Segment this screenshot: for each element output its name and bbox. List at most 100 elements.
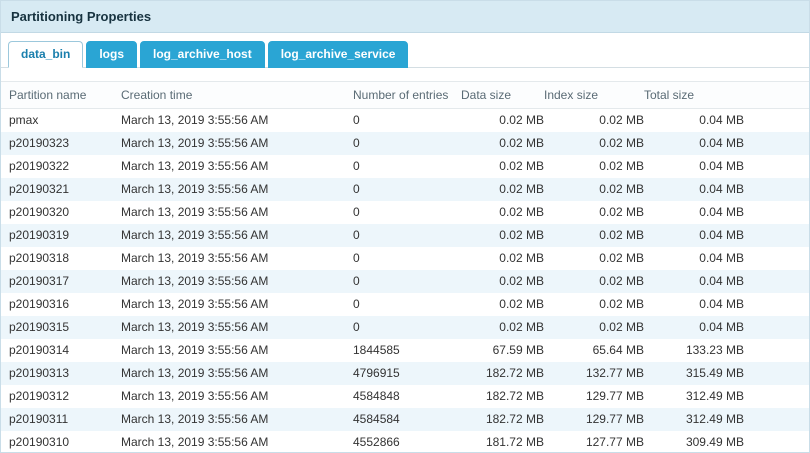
table-cell: 0.02 MB bbox=[499, 159, 544, 173]
table-cell: 4552866 bbox=[353, 435, 400, 449]
table-cell: 0 bbox=[353, 297, 360, 311]
table-cell: 0 bbox=[353, 159, 360, 173]
table-cell: p20190314 bbox=[9, 343, 70, 357]
table-cell: 182.72 MB bbox=[485, 412, 544, 426]
table-cell: 4796915 bbox=[353, 366, 400, 380]
partition-table-body: pmax March 13, 2019 3:55:56 AM 0 0.02 MB 0.0… bbox=[1, 109, 809, 453]
table-cell: 0.02 MB bbox=[499, 205, 544, 219]
table-row: p20190315 March 13, 2019 3:55:56 AM 0 0.02 … bbox=[1, 315, 809, 339]
table-cell: 182.72 MB bbox=[485, 366, 544, 380]
table-cell: 0.02 MB bbox=[499, 228, 544, 242]
table-cell: 0.02 MB bbox=[599, 136, 644, 150]
tab-log_archive_service[interactable]: log_archive_service bbox=[267, 41, 409, 68]
table-cell: March 13, 2019 3:55:56 AM bbox=[121, 113, 269, 128]
table-cell: 0.02 MB bbox=[599, 205, 644, 219]
table-cell: March 13, 2019 3:55:56 AM bbox=[121, 182, 269, 196]
table-cell: 0.02 MB bbox=[599, 251, 644, 265]
table-cell: 0.02 MB bbox=[499, 251, 544, 265]
table-cell: 4584584 bbox=[353, 412, 400, 426]
table-cell: 4584848 bbox=[353, 389, 400, 403]
table-cell: 0.02 MB bbox=[599, 228, 644, 242]
table-cell: 0.04 MB bbox=[699, 297, 744, 311]
table-row: p20190316 March 13, 2019 3:55:56 AM 0 0.02 … bbox=[1, 293, 809, 316]
column-header: Total size bbox=[644, 81, 809, 109]
table-header-row: Partition name Creation time Number of ent… bbox=[1, 81, 809, 109]
column-header: Index size bbox=[544, 81, 644, 109]
table-cell: 0 bbox=[353, 274, 360, 288]
table-cell: 133.23 MB bbox=[685, 343, 744, 357]
table-cell: p20190317 bbox=[9, 274, 70, 288]
table-cell: 181.72 MB bbox=[485, 435, 544, 449]
table-cell: 309.49 MB bbox=[685, 435, 744, 449]
table-cell: p20190313 bbox=[9, 366, 70, 380]
table-cell: p20190320 bbox=[9, 205, 70, 219]
table-cell: 0.02 MB bbox=[499, 113, 544, 128]
tab-log_archive_host[interactable]: log_archive_host bbox=[140, 41, 265, 68]
table-cell: 0.04 MB bbox=[699, 251, 744, 265]
table-cell: 315.49 MB bbox=[685, 366, 744, 380]
table-row: p20190312 March 13, 2019 3:55:56 AM 458484… bbox=[1, 385, 809, 408]
table-cell: March 13, 2019 3:55:56 AM bbox=[121, 412, 269, 426]
table-cell: 0.04 MB bbox=[699, 320, 744, 334]
table-row: p20190321 March 13, 2019 3:55:56 AM 0 0.02 … bbox=[1, 177, 809, 201]
column-header: Data size bbox=[461, 81, 544, 109]
table-cell: 67.59 MB bbox=[492, 343, 544, 357]
table-cell: 0.02 MB bbox=[599, 159, 644, 173]
table-row: p20190314 March 13, 2019 3:55:56 AM 184458… bbox=[1, 339, 809, 362]
table-cell: March 13, 2019 3:55:56 AM bbox=[121, 366, 269, 380]
table-cell: p20190319 bbox=[9, 228, 70, 242]
table-cell: 0.04 MB bbox=[699, 228, 744, 242]
table-cell: p20190318 bbox=[9, 251, 70, 265]
tab-data_bin[interactable]: data_bin bbox=[8, 41, 84, 68]
table-cell: 65.64 MB bbox=[592, 343, 644, 357]
table-cell: 312.49 MB bbox=[685, 412, 744, 426]
table-cell: 0.02 MB bbox=[599, 320, 644, 334]
panel-title: Partitioning Properties bbox=[1, 1, 809, 33]
column-header: Creation time bbox=[121, 81, 353, 109]
table-cell: 0 bbox=[353, 320, 360, 334]
table-cell: 1844585 bbox=[353, 343, 400, 357]
table-cell: 0.02 MB bbox=[499, 274, 544, 288]
table-row: p20190311 March 13, 2019 3:55:56 AM 458458… bbox=[1, 407, 809, 431]
table-row: p20190313 March 13, 2019 3:55:56 AM 479691… bbox=[1, 361, 809, 385]
table-cell: 0.02 MB bbox=[499, 320, 544, 334]
table-cell: 0.04 MB bbox=[699, 274, 744, 288]
table-cell: March 13, 2019 3:55:56 AM bbox=[121, 274, 269, 288]
table-cell: 0.02 MB bbox=[499, 182, 544, 196]
table-cell: 0.02 MB bbox=[499, 297, 544, 311]
table-row: p20190317 March 13, 2019 3:55:56 AM 0 0.02 … bbox=[1, 269, 809, 293]
table-cell: p20190321 bbox=[9, 182, 70, 196]
table-cell: March 13, 2019 3:55:56 AM bbox=[121, 343, 269, 357]
table-cell: March 13, 2019 3:55:56 AM bbox=[121, 297, 269, 311]
table-row: p20190322 March 13, 2019 3:55:56 AM 0 0.02 … bbox=[1, 155, 809, 178]
table-cell: 0.02 MB bbox=[599, 297, 644, 311]
table-cell: pmax bbox=[9, 113, 39, 128]
table-cell: 312.49 MB bbox=[685, 389, 744, 403]
table-cell: 129.77 MB bbox=[585, 412, 644, 426]
table-cell: March 13, 2019 3:55:56 AM bbox=[121, 136, 269, 150]
table-cell: March 13, 2019 3:55:56 AM bbox=[121, 320, 269, 334]
table-cell: 127.77 MB bbox=[585, 435, 644, 449]
table-cell: March 13, 2019 3:55:56 AM bbox=[121, 228, 269, 242]
table-cell: 0.04 MB bbox=[699, 159, 744, 173]
table-cell: 0.04 MB bbox=[699, 136, 744, 150]
table-cell: 0 bbox=[353, 136, 360, 150]
partition-table: Partition name Creation time Number of ent… bbox=[1, 81, 809, 453]
table-cell: 0.02 MB bbox=[599, 113, 644, 128]
table-row: pmax March 13, 2019 3:55:56 AM 0 0.02 MB 0.0… bbox=[1, 109, 809, 132]
column-header: Partition name bbox=[1, 81, 121, 109]
table-cell: 0.04 MB bbox=[699, 182, 744, 196]
table-cell: p20190315 bbox=[9, 320, 70, 334]
table-cell: March 13, 2019 3:55:56 AM bbox=[121, 159, 269, 173]
table-cell: 0.02 MB bbox=[599, 274, 644, 288]
table-cell: p20190312 bbox=[9, 389, 70, 403]
table-row: p20190318 March 13, 2019 3:55:56 AM 0 0.02 … bbox=[1, 247, 809, 270]
table-header: Partition name Creation time Number of ent… bbox=[1, 81, 809, 109]
table-cell: 0.02 MB bbox=[599, 182, 644, 196]
table-cell: 0.04 MB bbox=[699, 205, 744, 219]
table-cell: p20190323 bbox=[9, 136, 70, 150]
table-cell: p20190310 bbox=[9, 435, 70, 449]
table-cell: 0 bbox=[353, 228, 360, 242]
table-cell: p20190311 bbox=[9, 412, 69, 426]
tab-logs[interactable]: logs bbox=[86, 41, 138, 68]
